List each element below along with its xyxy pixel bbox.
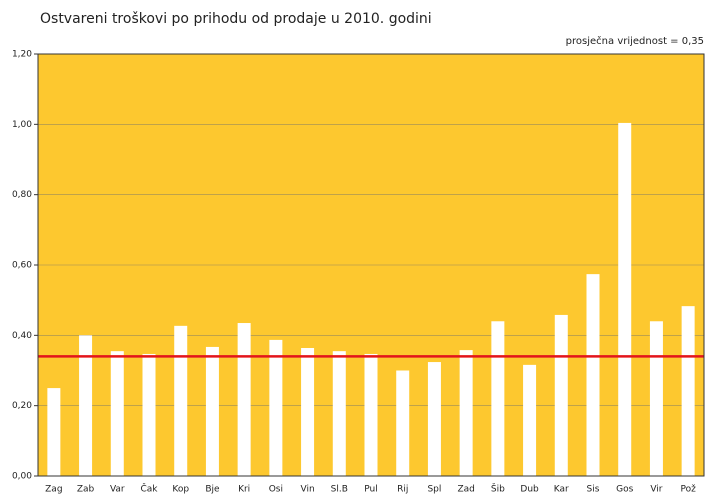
x-tick-label: Rij <box>397 485 408 495</box>
y-tick-label: 0,80 <box>12 190 32 200</box>
x-tick-label: Dub <box>520 485 539 495</box>
x-tick-label: Bje <box>205 485 220 495</box>
x-tick-label: Sl.B <box>331 485 348 495</box>
x-tick-label: Kop <box>172 485 189 495</box>
chart-title: Ostvareni troškovi po prihodu od prodaje… <box>40 11 432 27</box>
bar <box>396 370 410 476</box>
bar <box>205 346 219 476</box>
x-tick-label: Kar <box>554 485 569 495</box>
bar <box>269 339 283 476</box>
x-tick-label: Var <box>110 485 125 495</box>
y-tick-label: 0,20 <box>12 401 32 411</box>
x-tick-label: Sis <box>587 485 600 495</box>
bar <box>491 321 505 476</box>
bar <box>364 353 378 476</box>
y-tick-label: 0,60 <box>12 261 32 271</box>
bar <box>681 306 695 476</box>
x-tick-label: Šib <box>491 483 505 495</box>
bar <box>332 351 346 476</box>
bar <box>649 321 663 476</box>
bar <box>586 274 600 476</box>
bar <box>237 323 251 476</box>
x-tick-label: Zab <box>77 485 95 495</box>
y-tick-label: 1,20 <box>12 50 32 60</box>
x-tick-label: Vin <box>300 485 314 495</box>
bar <box>79 335 93 476</box>
x-tick-label: Vir <box>650 485 662 495</box>
bar <box>142 353 156 476</box>
x-tick-label: Gos <box>616 485 633 495</box>
x-tick-label: Zag <box>45 485 62 495</box>
bar <box>554 314 568 476</box>
x-tick-label: Zad <box>457 485 474 495</box>
bar <box>618 122 632 476</box>
x-tick-label: Osi <box>269 485 283 495</box>
x-tick-label: Čak <box>140 483 158 495</box>
y-tick-label: 1,00 <box>12 120 32 130</box>
bar <box>174 325 188 476</box>
bar <box>427 362 441 476</box>
x-tick-label: Kri <box>238 485 250 495</box>
y-tick-label: 0,00 <box>12 472 32 482</box>
bar <box>301 347 315 476</box>
bar <box>459 350 473 476</box>
plot-border <box>37 53 705 477</box>
x-tick-label: Pož <box>680 485 696 495</box>
x-tick-label: Pul <box>364 485 377 495</box>
y-tick-label: 0,40 <box>12 331 32 341</box>
bar <box>523 364 537 476</box>
annotation: prosječna vrijednost = 0,35 <box>566 35 704 47</box>
bar <box>47 388 61 476</box>
x-tick-label: Spl <box>427 485 441 495</box>
bar <box>110 351 124 476</box>
